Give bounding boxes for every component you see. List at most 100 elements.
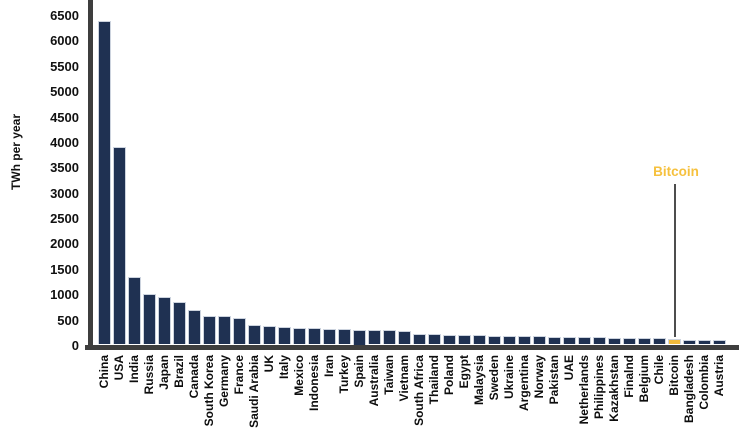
- bar-spain: [352, 329, 366, 345]
- x-tick-label-ukraine: Ukraine: [502, 355, 516, 400]
- y-tick-label: 6500: [50, 8, 79, 23]
- bar-finalnd: [622, 337, 636, 345]
- bar-brazil: [172, 302, 186, 345]
- bar-vietnam: [397, 330, 411, 345]
- bar-france: [232, 318, 246, 345]
- y-tick-label: 4000: [50, 134, 79, 150]
- bar-saudi-arabia: [247, 324, 261, 345]
- bar-germany: [217, 315, 231, 345]
- bitcoin-annotation-line: [674, 184, 676, 337]
- x-tick-label-taiwan: Taiwan: [382, 355, 396, 395]
- x-tick-label-argentina: Argentina: [517, 355, 531, 412]
- x-tick-label-brazil: Brazil: [172, 355, 186, 388]
- bar-bitcoin: [667, 338, 681, 345]
- bar-austria: [712, 340, 726, 345]
- bar-norway: [532, 336, 546, 345]
- x-tick-label-canada: Canada: [187, 355, 201, 399]
- x-tick-label-france: France: [232, 355, 246, 395]
- bar-italy: [277, 327, 291, 345]
- x-tick-label-norway: Norway: [532, 355, 546, 399]
- x-tick-label-pakistan: Pakistan: [547, 355, 561, 405]
- x-tick-label-indonesia: Indonesia: [307, 355, 321, 412]
- x-tick-label-south-korea: South Korea: [202, 355, 216, 427]
- y-tick-label: 1500: [50, 261, 79, 277]
- bar-malaysia: [472, 335, 486, 345]
- y-tick-label: 3000: [50, 185, 79, 201]
- x-tick-label-netherlands: Netherlands: [577, 355, 591, 425]
- bar-poland: [442, 334, 456, 345]
- x-tick-label-india: India: [127, 355, 141, 384]
- y-axis-spine: [88, 0, 93, 350]
- bar-belgium: [637, 338, 651, 345]
- bar-ukraine: [502, 335, 516, 345]
- bar-south-korea: [202, 315, 216, 345]
- bar-sweden: [487, 335, 501, 345]
- x-tick-label-south-africa: South Africa: [412, 355, 426, 426]
- bar-pakistan: [547, 336, 561, 345]
- bar-bangladesh: [682, 339, 696, 345]
- x-axis-spine: [85, 344, 739, 350]
- x-tick-label-china: China: [97, 355, 111, 389]
- bar-thailand: [427, 334, 441, 345]
- x-tick-label-vietnam: Vietnam: [397, 355, 411, 402]
- y-tick-label: 0: [71, 338, 79, 353]
- x-tick-label-colombia: Colombia: [697, 355, 711, 410]
- x-tick-label-egypt: Egypt: [457, 355, 471, 389]
- bar-india: [127, 276, 141, 345]
- bar-egypt: [457, 334, 471, 345]
- bar-philippines: [592, 337, 606, 345]
- x-tick-label-saudi-arabia: Saudi Arabia: [247, 355, 261, 428]
- y-tick-label: 6000: [50, 33, 79, 49]
- y-tick-label: 1000: [50, 287, 79, 303]
- x-tick-label-usa: USA: [112, 355, 126, 381]
- bar-china: [97, 21, 111, 345]
- x-tick-label-bitcoin: Bitcoin: [667, 355, 681, 396]
- y-tick-label: 5000: [50, 84, 79, 100]
- x-tick-label-italy: Italy: [277, 355, 291, 380]
- bar-indonesia: [307, 328, 321, 345]
- x-tick-label-thailand: Thailand: [427, 355, 441, 405]
- x-tick-label-bangladesh: Bangladesh: [682, 355, 696, 424]
- y-tick-label: 2000: [50, 236, 79, 252]
- x-tick-label-chile: Chile: [652, 355, 666, 385]
- bar-kazakhstan: [607, 337, 621, 345]
- y-tick-label: 4500: [50, 109, 79, 125]
- bar-taiwan: [382, 330, 396, 345]
- x-tick-label-iran: Iran: [322, 355, 336, 378]
- bar-canada: [187, 309, 201, 345]
- bar-south-africa: [412, 333, 426, 345]
- bar-turkey: [337, 329, 351, 345]
- y-tick-label: 2500: [50, 211, 79, 227]
- bar-uk: [262, 326, 276, 345]
- x-tick-label-finalnd: Finalnd: [622, 355, 636, 398]
- x-tick-label-belgium: Belgium: [637, 355, 651, 403]
- bar-japan: [157, 297, 171, 345]
- x-tick-label-spain: Spain: [352, 355, 366, 388]
- x-tick-label-sweden: Sweden: [487, 355, 501, 401]
- x-tick-label-russia: Russia: [142, 355, 156, 395]
- x-tick-label-austria: Austria: [712, 355, 726, 397]
- bar-colombia: [697, 340, 711, 345]
- x-tick-label-mexico: Mexico: [292, 355, 306, 396]
- bar-mexico: [292, 327, 306, 345]
- bar-usa: [112, 147, 126, 345]
- y-tick-label: 3500: [50, 160, 79, 176]
- x-tick-label-uae: UAE: [562, 355, 576, 381]
- bitcoin-annotation-label: Bitcoin: [653, 164, 699, 179]
- bar-australia: [367, 329, 381, 345]
- x-tick-label-poland: Poland: [442, 355, 456, 396]
- y-tick-label: 500: [57, 312, 79, 328]
- bar-uae: [562, 336, 576, 345]
- bar-russia: [142, 293, 156, 345]
- x-tick-label-australia: Australia: [367, 355, 381, 407]
- x-tick-label-germany: Germany: [217, 355, 231, 408]
- bar-argentina: [517, 336, 531, 345]
- x-tick-label-japan: Japan: [157, 355, 171, 390]
- x-tick-label-malaysia: Malaysia: [472, 355, 486, 406]
- x-tick-label-philippines: Philippines: [592, 355, 606, 420]
- bar-iran: [322, 328, 336, 345]
- x-tick-label-kazakhstan: Kazakhstan: [607, 355, 621, 422]
- y-tick-label: 5500: [50, 58, 79, 74]
- bar-netherlands: [577, 336, 591, 345]
